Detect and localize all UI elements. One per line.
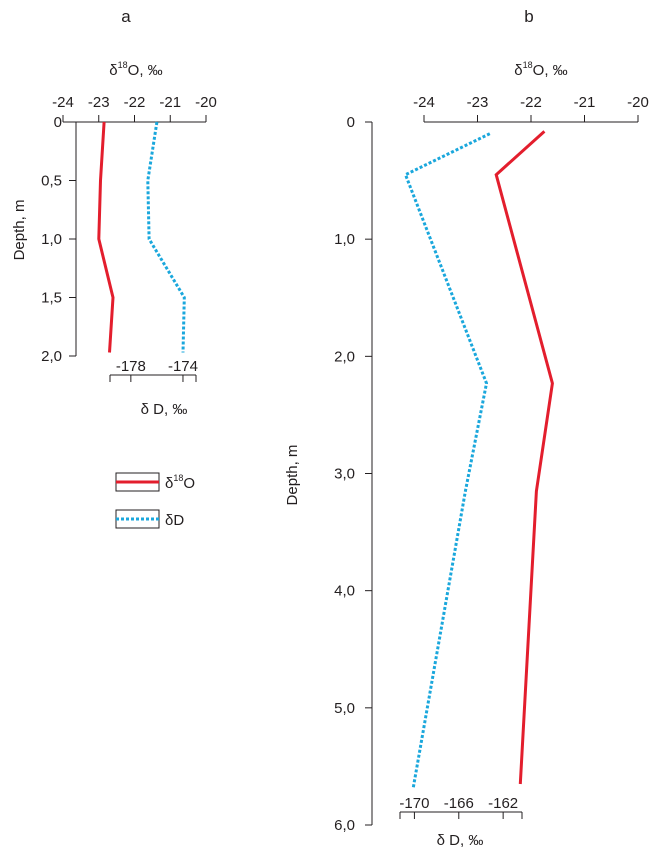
y-axis-tick-label: 0: [347, 114, 355, 131]
bottom-axis-label: δ D, ‰: [437, 832, 484, 849]
bottom-axis-tick-label: -174: [168, 358, 198, 375]
top-axis-tick-label: -21: [574, 94, 596, 111]
legend-label-dd: δD: [165, 512, 184, 529]
y-axis-tick-label: 4,0: [334, 583, 355, 600]
y-axis-label: Depth, m: [284, 445, 301, 506]
top-axis-tick-label: -24: [413, 94, 435, 111]
bottom-axis-label: δ D, ‰: [141, 401, 188, 418]
top-axis-tick-label: -22: [124, 94, 146, 111]
y-axis-tick-label: 1,5: [41, 290, 62, 307]
top-axis-tick-label: -20: [627, 94, 649, 111]
bottom-axis-tick-label: -166: [444, 795, 474, 812]
top-axis-tick-label: -24: [52, 94, 74, 111]
y-axis-tick-label: 1,0: [334, 231, 355, 248]
legend: δ18O δD: [115, 472, 195, 529]
top-axis-tick-label: -22: [520, 94, 542, 111]
top-axis-tick-label: -23: [88, 94, 110, 111]
y-axis-label: Depth, m: [11, 200, 28, 261]
panel-label: a: [121, 7, 131, 26]
series-line-dd: [146, 121, 186, 353]
top-axis-tick-label: -20: [195, 94, 217, 111]
legend-label-o18: δ18O: [165, 473, 195, 492]
y-axis-tick-label: 2,0: [41, 348, 62, 365]
series-line-dd: [403, 132, 491, 788]
y-axis-tick-label: 0: [54, 114, 62, 131]
y-axis-tick-label: 6,0: [334, 817, 355, 834]
bottom-axis-tick-label: -178: [116, 358, 146, 375]
panel-a: a -24 -23 -22 -21 -20 δ18O, ‰ 0 0,5 1,0 1,5 2,0 Dept…: [11, 7, 217, 418]
top-axis-label: δ18O, ‰: [514, 60, 567, 79]
y-axis-tick-label: 0,5: [41, 173, 62, 190]
series-line-d18o: [494, 130, 554, 785]
y-axis-tick-label: 3,0: [334, 466, 355, 483]
series-line-d18o: [97, 121, 115, 353]
panel-b: b -24 -23 -22 -21 -20 δ18O, ‰ 0 1,0 2,0 3,0 4,0 5,0 6…: [284, 7, 649, 849]
bottom-axis-tick-label: -170: [399, 795, 429, 812]
bottom-axis-tick-label: -162: [488, 795, 518, 812]
top-axis-label: δ18O, ‰: [109, 60, 162, 79]
panel-label: b: [524, 7, 533, 26]
y-axis-tick-label: 1,0: [41, 231, 62, 248]
top-axis-tick-label: -21: [159, 94, 181, 111]
y-axis-tick-label: 2,0: [334, 348, 355, 365]
top-axis-tick-label: -23: [467, 94, 489, 111]
y-axis-tick-label: 5,0: [334, 700, 355, 717]
